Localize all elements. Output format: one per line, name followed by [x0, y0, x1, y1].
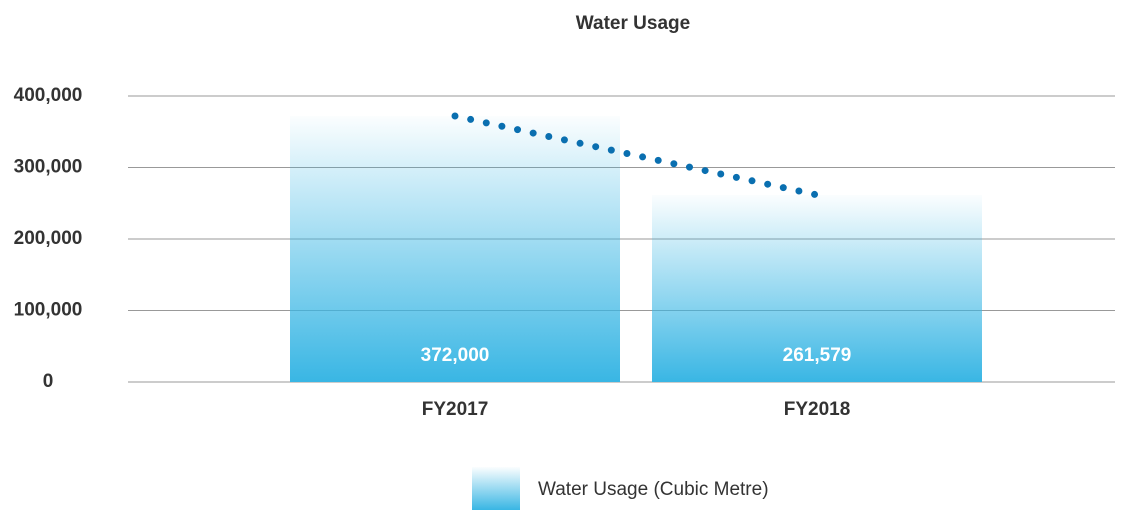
value-label: 372,000: [421, 345, 490, 366]
legend-label: Water Usage (Cubic Metre): [538, 479, 769, 500]
x-tick-label: FY2017: [422, 399, 489, 420]
chart-title: Water Usage: [576, 13, 690, 34]
x-tick-label: FY2018: [784, 399, 851, 420]
trendline: [451, 112, 821, 199]
y-tick-label: 0: [43, 371, 54, 392]
y-tick-label: 300,000: [14, 157, 83, 178]
y-tick-label: 100,000: [14, 300, 83, 321]
bar: [652, 194, 982, 382]
y-tick-label: 200,000: [14, 228, 83, 249]
legend-swatch: [472, 467, 520, 510]
y-tick-label: 400,000: [14, 85, 83, 106]
value-label: 261,579: [783, 345, 852, 366]
bar: [290, 116, 620, 383]
